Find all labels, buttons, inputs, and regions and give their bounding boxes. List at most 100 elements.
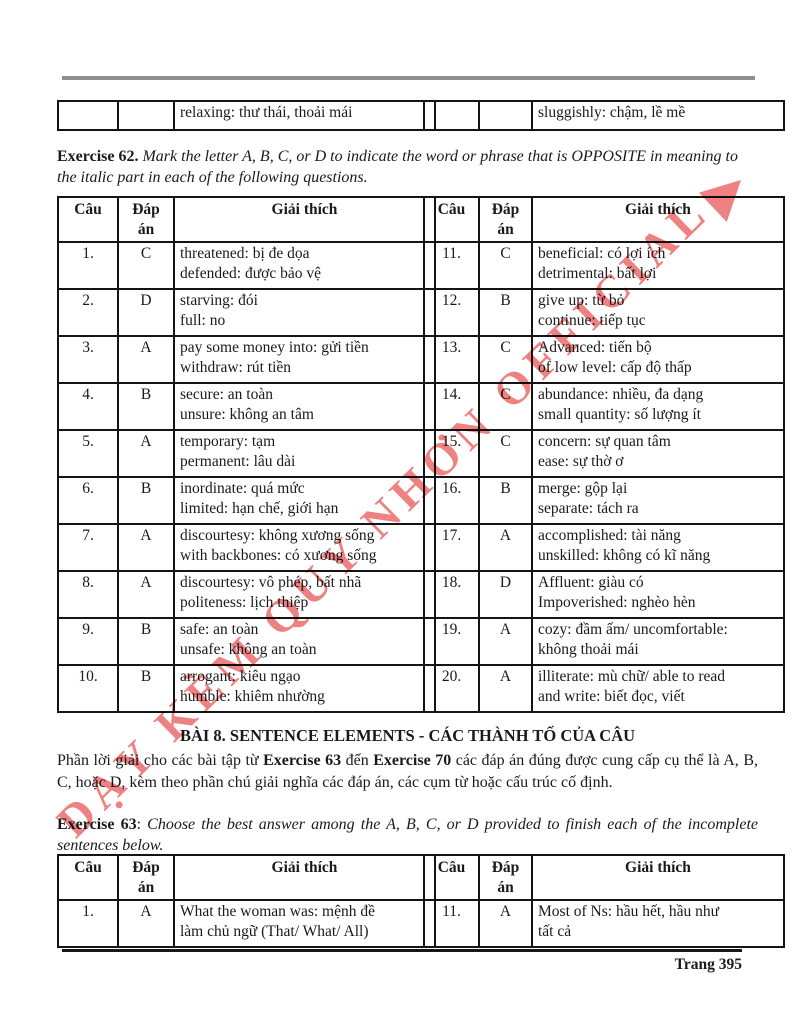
explanation-line: and write: biết đọc, viết <box>538 688 685 705</box>
explanation-cell: temporary: tạm permanent: lâu dài <box>173 429 436 478</box>
exercise63-table-right: Câu Đáp án Giải thích 11. A Most of Ns: … <box>423 854 785 948</box>
table-row: 8. A discourtesy: vô phép, bất nhã polite… <box>57 570 436 619</box>
exercise63-intro: Exercise 63: Choose the best answer amon… <box>57 814 758 856</box>
intro-bold-exercise-63: Exercise 63 <box>263 752 342 769</box>
explanation-cell: pay some money into: gửi tiền withdraw: r… <box>173 335 436 384</box>
exercise62-table-right: Câu Đáp án Giải thích 11. C beneficial: … <box>423 196 785 713</box>
explanation-cell: merge: gộp lại separate: tách ra <box>531 476 785 525</box>
explanation-cell: discourtesy: không xương sống with backbo… <box>173 523 436 572</box>
answer-cell: C <box>478 335 533 384</box>
answer-cell <box>117 100 175 131</box>
question-number-cell <box>423 100 480 131</box>
explanation-line: Most of Ns: hầu hết, hầu như <box>538 903 720 920</box>
explanation-line: give up: từ bỏ <box>538 292 625 309</box>
explanation-cell: Most of Ns: hầu hết, hầu như tất cả <box>531 899 785 948</box>
explanation-line: cozy: đầm ấm/ uncomfortable: <box>538 621 728 638</box>
table-header-row: Câu Đáp án Giải thích <box>57 854 436 901</box>
explanation-cell: starving: đói full: no <box>173 288 436 337</box>
explanation-cell: abundance: nhiều, đa dạng small quantity:… <box>531 382 785 431</box>
question-number-cell: 3. <box>57 335 119 384</box>
explanation-line: ease: sự thờ ơ <box>538 453 624 470</box>
explanation-text: relaxing: thư thái, thoải mái <box>180 104 353 121</box>
question-number-cell: 1. <box>57 241 119 290</box>
table-row: 6. B inordinate: quá mức limited: hạn chế… <box>57 476 436 525</box>
table-row: 17. A accomplished: tài năng unskilled: k… <box>423 523 785 572</box>
question-number-cell: 2. <box>57 288 119 337</box>
answer-cell: A <box>117 899 175 948</box>
question-number-cell: 20. <box>423 664 480 713</box>
explanation-line: starving: đói <box>180 292 258 309</box>
table-row: 18. D Affluent: giàu có Impoverished: ngh… <box>423 570 785 619</box>
explanation-cell: accomplished: tài năng unskilled: không c… <box>531 523 785 572</box>
explanation-line: temporary: tạm <box>180 433 276 450</box>
explanation-line: of low level: cấp độ thấp <box>538 359 692 376</box>
explanation-line: không thoải mái <box>538 641 639 658</box>
question-number-cell: 9. <box>57 617 119 666</box>
explanation-cell: Advanced: tiến bộ of low level: cấp độ th… <box>531 335 785 384</box>
question-number-cell <box>57 100 119 131</box>
col-header-dap-an: Đáp án <box>117 854 175 901</box>
explanation-line: unskilled: không có kĩ năng <box>538 547 711 564</box>
explanation-text: sluggishly: chậm, lề mề <box>538 104 686 121</box>
question-number-cell: 5. <box>57 429 119 478</box>
question-number-cell: 15. <box>423 429 480 478</box>
col-header-dap-an: Đáp án <box>117 196 175 243</box>
explanation-line: discourtesy: không xương sống <box>180 527 375 544</box>
exercise62-intro: Exercise 62. Mark the letter A, B, C, or… <box>57 146 761 188</box>
table-row: 1. A What the woman was: mệnh đề làm chủ … <box>57 899 436 948</box>
explanation-cell: concern: sự quan tâm ease: sự thờ ơ <box>531 429 785 478</box>
explanation-cell: threatened: bị đe dọa defended: được bảo … <box>173 241 436 290</box>
explanation-cell: illiterate: mù chữ/ able to read and writ… <box>531 664 785 713</box>
answer-cell: B <box>117 476 175 525</box>
col-header-cau: Câu <box>57 854 119 901</box>
table-row: relaxing: thư thái, thoải mái <box>57 100 436 131</box>
table-row: 12. B give up: từ bỏ continue: tiếp tục <box>423 288 785 337</box>
table-row: 15. C concern: sự quan tâm ease: sự thờ ơ <box>423 429 785 478</box>
explanation-line: pay some money into: gửi tiền <box>180 339 369 356</box>
carryover-table-left: relaxing: thư thái, thoải mái <box>57 100 436 131</box>
intro-bold-exercise-70: Exercise 70 <box>373 752 452 769</box>
explanation-line: detrimental: bất lợi <box>538 265 657 282</box>
top-divider-rule <box>62 76 755 80</box>
explanation-cell: Affluent: giàu có Impoverished: nghèo hèn <box>531 570 785 619</box>
explanation-cell: What the woman was: mệnh đề làm chủ ngữ (… <box>173 899 436 948</box>
explanation-cell: relaxing: thư thái, thoải mái <box>173 100 436 131</box>
explanation-line: inordinate: quá mức <box>180 480 305 497</box>
explanation-line: humble: khiêm nhường <box>180 688 325 705</box>
explanation-line: Impoverished: nghèo hèn <box>538 594 696 611</box>
question-number-cell: 11. <box>423 899 480 948</box>
col-header-giai-thich: Giải thích <box>173 196 436 243</box>
question-number-cell: 1. <box>57 899 119 948</box>
explanation-line: withdraw: rút tiền <box>180 359 292 376</box>
col-header-giai-thich: Giải thích <box>531 854 785 901</box>
question-number-cell: 14. <box>423 382 480 431</box>
explanation-cell: sluggishly: chậm, lề mề <box>531 100 785 131</box>
table-row: 19. A cozy: đầm ấm/ uncomfortable: không … <box>423 617 785 666</box>
exercise63-table-left: Câu Đáp án Giải thích 1. A What the woma… <box>57 854 436 948</box>
table-row: 2. D starving: đói full: no <box>57 288 436 337</box>
answer-cell: C <box>478 429 533 478</box>
question-number-cell: 16. <box>423 476 480 525</box>
table-row: 11. C beneficial: có lợi ích detrimental:… <box>423 241 785 290</box>
explanation-line: arrogant: kiêu ngạo <box>180 668 301 685</box>
col-header-cau: Câu <box>423 854 480 901</box>
explanation-cell: cozy: đầm ấm/ uncomfortable: không thoải … <box>531 617 785 666</box>
explanation-line: safe: an toàn <box>180 621 259 638</box>
question-number-cell: 12. <box>423 288 480 337</box>
col-header-giai-thich: Giải thích <box>173 854 436 901</box>
explanation-line: tất cả <box>538 923 572 940</box>
table-row: 14. C abundance: nhiều, đa dạng small qua… <box>423 382 785 431</box>
answer-cell: D <box>478 570 533 619</box>
explanation-line: with backbones: có xương sống <box>180 547 377 564</box>
explanation-line: politeness: lịch thiệp <box>180 594 309 611</box>
table-row: 7. A discourtesy: không xương sống with b… <box>57 523 436 572</box>
section-heading: BÀI 8. SENTENCE ELEMENTS - CÁC THÀNH TỐ … <box>179 726 636 745</box>
explanation-line: permanent: lâu dài <box>180 453 296 470</box>
answer-cell: A <box>478 523 533 572</box>
answer-cell: C <box>478 382 533 431</box>
explanation-cell: arrogant: kiêu ngạo humble: khiêm nhường <box>173 664 436 713</box>
explanation-line: defended: được bảo vệ <box>180 265 321 282</box>
question-number-cell: 10. <box>57 664 119 713</box>
intro-text: các đáp án đúng được cung cấp cụ thể là … <box>57 752 758 791</box>
exercise63-instructions: Choose the best answer among the A, B, C… <box>57 816 758 854</box>
